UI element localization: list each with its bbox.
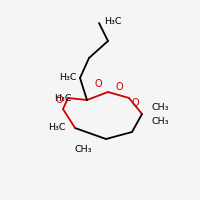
Text: H₃C: H₃C (48, 122, 66, 132)
Text: O: O (132, 98, 140, 108)
Text: CH₃: CH₃ (74, 145, 92, 154)
Text: CH₃: CH₃ (151, 117, 168, 127)
Text: O: O (116, 82, 123, 92)
Text: CH₃: CH₃ (151, 104, 168, 112)
Text: H₃C: H₃C (60, 73, 77, 82)
Text: O: O (95, 79, 102, 89)
Text: H₃C: H₃C (104, 18, 122, 26)
Text: H₃C: H₃C (54, 94, 71, 103)
Text: O: O (56, 95, 64, 105)
